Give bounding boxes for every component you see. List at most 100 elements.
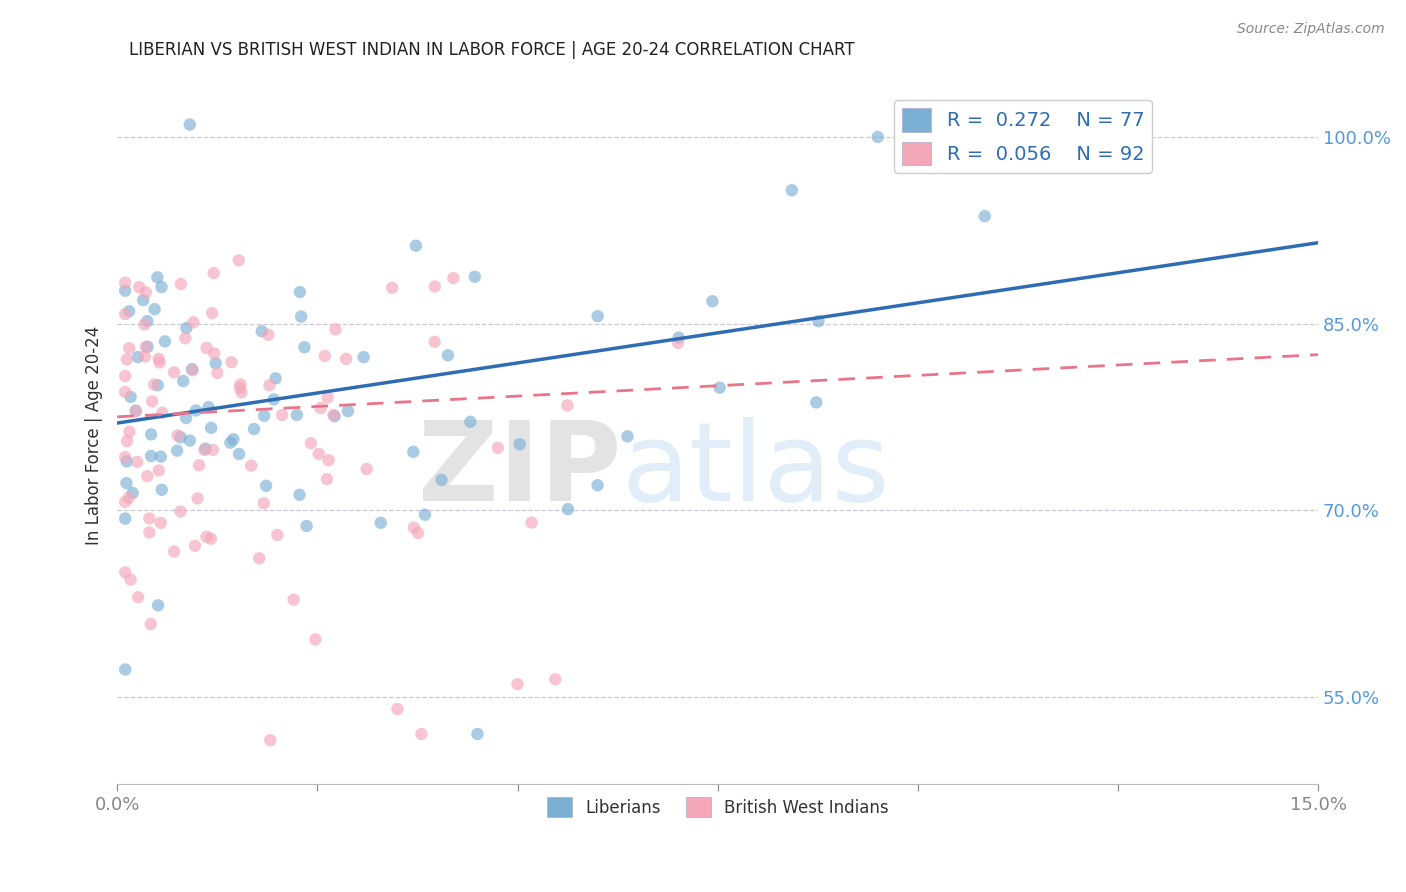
Point (204, 356, 226, 370)
Point (120, 573, 142, 587)
Point (356, 462, 378, 476)
Point (228, 447, 250, 461)
Point (557, 502, 579, 516)
Point (229, 381, 252, 395)
Point (181, 363, 204, 377)
Point (125, 404, 148, 418)
Point (709, 381, 731, 395)
Point (139, 617, 162, 632)
Point (114, 307, 136, 321)
Point (115, 454, 138, 468)
Point (114, 385, 136, 400)
Point (136, 340, 159, 354)
Legend: Liberians, British West Indians: Liberians, British West Indians (540, 790, 896, 824)
Point (150, 280, 173, 294)
Point (304, 632, 326, 647)
Point (143, 302, 166, 317)
Point (163, 365, 186, 379)
Point (128, 280, 150, 294)
Point (136, 469, 159, 483)
Point (170, 277, 193, 291)
Point (335, 351, 357, 366)
Y-axis label: In Labor Force | Age 20-24: In Labor Force | Age 20-24 (86, 326, 103, 545)
Point (240, 458, 263, 473)
Point (807, 314, 830, 328)
Point (271, 408, 294, 422)
Point (702, 294, 724, 309)
Point (973, 209, 995, 223)
Point (288, 488, 311, 502)
Point (266, 528, 288, 542)
Point (464, 269, 486, 284)
Point (290, 310, 312, 324)
Point (866, 130, 889, 145)
Point (228, 253, 250, 268)
Point (127, 455, 149, 469)
Point (353, 350, 375, 364)
Point (201, 306, 224, 320)
Point (184, 539, 207, 553)
Point (172, 374, 194, 388)
Point (127, 591, 149, 605)
Point (202, 346, 225, 360)
Point (120, 390, 142, 404)
Point (132, 293, 155, 308)
Point (169, 504, 191, 518)
Text: LIBERIAN VS BRITISH WEST INDIAN IN LABOR FORCE | AGE 20-24 CORRELATION CHART: LIBERIAN VS BRITISH WEST INDIAN IN LABOR… (129, 41, 855, 60)
Point (253, 496, 276, 510)
Point (486, 441, 509, 455)
Point (402, 445, 425, 459)
Point (195, 341, 218, 355)
Text: atlas: atlas (621, 417, 890, 524)
Point (314, 349, 336, 363)
Point (616, 429, 638, 443)
Point (247, 551, 270, 566)
Point (315, 472, 337, 486)
Point (423, 334, 446, 349)
Point (506, 677, 529, 691)
Point (666, 335, 689, 350)
Point (115, 352, 138, 367)
Point (163, 544, 186, 558)
Point (406, 526, 429, 541)
Point (200, 532, 222, 546)
Point (668, 330, 690, 344)
Point (413, 508, 436, 522)
Point (318, 453, 340, 467)
Point (138, 511, 160, 525)
Point (441, 271, 464, 285)
Point (135, 285, 157, 300)
Point (166, 443, 188, 458)
Point (115, 476, 138, 491)
Point (295, 519, 318, 533)
Point (184, 403, 207, 417)
Point (134, 318, 156, 332)
Point (114, 276, 136, 290)
Point (174, 411, 197, 425)
Point (114, 511, 136, 525)
Point (146, 378, 169, 392)
Point (1107, 130, 1129, 145)
Point (285, 408, 308, 422)
Point (411, 727, 433, 741)
Point (181, 362, 204, 376)
Point (138, 525, 160, 540)
Point (231, 385, 253, 400)
Point (179, 118, 201, 132)
Point (219, 435, 242, 450)
Point (194, 442, 217, 456)
Point (264, 371, 287, 385)
Point (183, 315, 205, 329)
Point (259, 378, 281, 392)
Point (243, 422, 266, 436)
Point (115, 434, 138, 449)
Point (229, 377, 252, 392)
Text: Source: ZipAtlas.com: Source: ZipAtlas.com (1237, 22, 1385, 37)
Point (114, 284, 136, 298)
Point (423, 279, 446, 293)
Point (114, 495, 136, 509)
Point (118, 304, 141, 318)
Point (402, 521, 425, 535)
Point (259, 733, 281, 747)
Point (176, 321, 198, 335)
